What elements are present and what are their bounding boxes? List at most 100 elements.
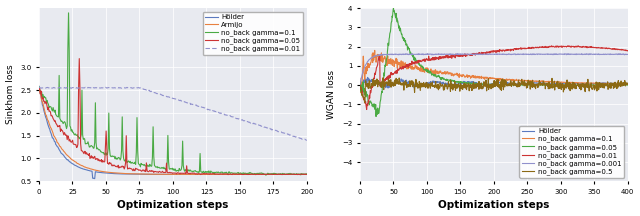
Hölder xyxy=(364,76,371,79)
no_back gamma=0.05 xyxy=(527,84,535,86)
no_back gamma=0.1 xyxy=(357,92,365,94)
Y-axis label: Sinkhom loss: Sinkhom loss xyxy=(6,65,15,124)
no_back gamma=0.001 xyxy=(527,52,535,55)
no_back gamma=0.1 xyxy=(373,54,381,57)
no_back gamma=0.01 xyxy=(356,85,364,87)
no_back gamma=0.01 xyxy=(564,44,572,47)
no_back gamma=0.1 xyxy=(35,86,43,88)
Hölder xyxy=(588,83,595,85)
no_back gamma=0.05 xyxy=(519,84,527,86)
no_back gamma=0.01 xyxy=(519,47,527,50)
Hölder xyxy=(229,173,237,176)
no_back gamma=0.05 xyxy=(356,82,364,85)
Legend: Hölder, Armijo, no_back gamma=0.1, no_back gamma=0.05, no_back gamma=0.01: Hölder, Armijo, no_back gamma=0.1, no_ba… xyxy=(203,11,303,55)
Armijo xyxy=(35,87,43,90)
Hölder xyxy=(67,162,75,164)
no_back gamma=0.1 xyxy=(229,172,237,174)
no_back gamma=0.5 xyxy=(588,82,595,84)
no_back gamma=0.05 xyxy=(588,84,595,86)
no_back gamma=0.01 xyxy=(303,139,310,142)
Armijo xyxy=(303,173,310,176)
no_back gamma=0.05 xyxy=(225,173,232,176)
Armijo xyxy=(67,158,75,160)
no_back gamma=0.05 xyxy=(512,83,520,86)
no_back gamma=0.1 xyxy=(527,80,535,82)
Hölder xyxy=(91,177,99,180)
Line: Armijo: Armijo xyxy=(39,88,307,174)
no_back gamma=0.05 xyxy=(76,57,83,60)
Hölder xyxy=(303,173,310,176)
no_back gamma=0.1 xyxy=(560,81,568,84)
no_back gamma=0.1 xyxy=(65,12,72,14)
X-axis label: Optimization steps: Optimization steps xyxy=(438,200,550,210)
no_back gamma=0.5 xyxy=(361,102,369,104)
no_back gamma=0.1 xyxy=(303,173,310,175)
Line: no_back gamma=0.1: no_back gamma=0.1 xyxy=(360,50,628,93)
no_back gamma=0.01 xyxy=(512,48,520,51)
Armijo xyxy=(122,172,130,175)
no_back gamma=0.01 xyxy=(204,108,212,111)
Line: no_back gamma=0.01: no_back gamma=0.01 xyxy=(39,87,307,140)
no_back gamma=0.5 xyxy=(380,76,387,79)
Line: no_back gamma=0.001: no_back gamma=0.001 xyxy=(360,54,628,85)
no_back gamma=0.5 xyxy=(356,84,364,86)
no_back gamma=0.1 xyxy=(204,171,212,174)
no_back gamma=0.5 xyxy=(560,87,568,89)
Line: Hölder: Hölder xyxy=(39,86,307,179)
no_back gamma=0.5 xyxy=(373,78,381,80)
no_back gamma=0.05 xyxy=(35,88,43,91)
Hölder xyxy=(230,173,238,176)
no_back gamma=0.01 xyxy=(588,46,595,48)
Hölder xyxy=(142,173,150,176)
no_back gamma=0.1 xyxy=(123,161,131,163)
Hölder xyxy=(527,82,535,84)
no_back gamma=0.05 xyxy=(373,109,381,112)
no_back gamma=0.01 xyxy=(527,46,535,49)
no_back gamma=0.001 xyxy=(356,83,364,86)
Line: no_back gamma=0.5: no_back gamma=0.5 xyxy=(360,78,628,103)
Armijo xyxy=(141,173,149,175)
Line: no_back gamma=0.1: no_back gamma=0.1 xyxy=(39,13,307,175)
no_back gamma=0.001 xyxy=(624,53,632,56)
no_back gamma=0.05 xyxy=(67,141,75,144)
Armijo xyxy=(228,173,236,176)
Y-axis label: WGAN loss: WGAN loss xyxy=(328,70,337,119)
Line: no_back gamma=0.05: no_back gamma=0.05 xyxy=(360,8,628,116)
no_back gamma=0.05 xyxy=(303,173,310,176)
no_back gamma=0.01 xyxy=(35,86,43,89)
no_back gamma=0.1 xyxy=(371,49,378,52)
no_back gamma=0.001 xyxy=(512,53,520,56)
no_back gamma=0.1 xyxy=(262,174,269,176)
no_back gamma=0.05 xyxy=(372,115,380,118)
no_back gamma=0.1 xyxy=(519,79,527,81)
no_back gamma=0.01 xyxy=(624,49,632,52)
Legend: Hölder, no_back gamma=0.1, no_back gamma=0.05, no_back gamma=0.01, no_back gamma: Hölder, no_back gamma=0.1, no_back gamma… xyxy=(519,125,624,178)
no_back gamma=0.001 xyxy=(587,52,595,55)
no_back gamma=0.5 xyxy=(624,83,632,86)
no_back gamma=0.1 xyxy=(356,77,364,79)
Hölder xyxy=(373,82,381,85)
no_back gamma=0.001 xyxy=(454,52,461,55)
no_back gamma=0.05 xyxy=(123,162,131,164)
Hölder xyxy=(385,87,392,89)
no_back gamma=0.001 xyxy=(559,53,567,56)
Hölder xyxy=(356,82,364,84)
no_back gamma=0.1 xyxy=(624,83,632,85)
no_back gamma=0.1 xyxy=(142,165,150,167)
Line: no_back gamma=0.05: no_back gamma=0.05 xyxy=(39,59,307,175)
no_back gamma=0.5 xyxy=(527,83,535,86)
no_back gamma=0.1 xyxy=(588,82,595,85)
no_back gamma=0.05 xyxy=(624,84,632,86)
Line: Hölder: Hölder xyxy=(360,77,628,88)
no_back gamma=0.01 xyxy=(229,116,237,118)
Hölder xyxy=(123,173,131,175)
no_back gamma=0.1 xyxy=(68,128,76,131)
Line: no_back gamma=0.01: no_back gamma=0.01 xyxy=(360,46,628,110)
Armijo xyxy=(230,173,237,176)
Hölder xyxy=(519,83,527,86)
no_back gamma=0.001 xyxy=(372,55,380,57)
no_back gamma=0.05 xyxy=(390,7,397,9)
no_back gamma=0.01 xyxy=(102,86,109,89)
Hölder xyxy=(35,85,43,87)
Hölder xyxy=(624,82,632,85)
